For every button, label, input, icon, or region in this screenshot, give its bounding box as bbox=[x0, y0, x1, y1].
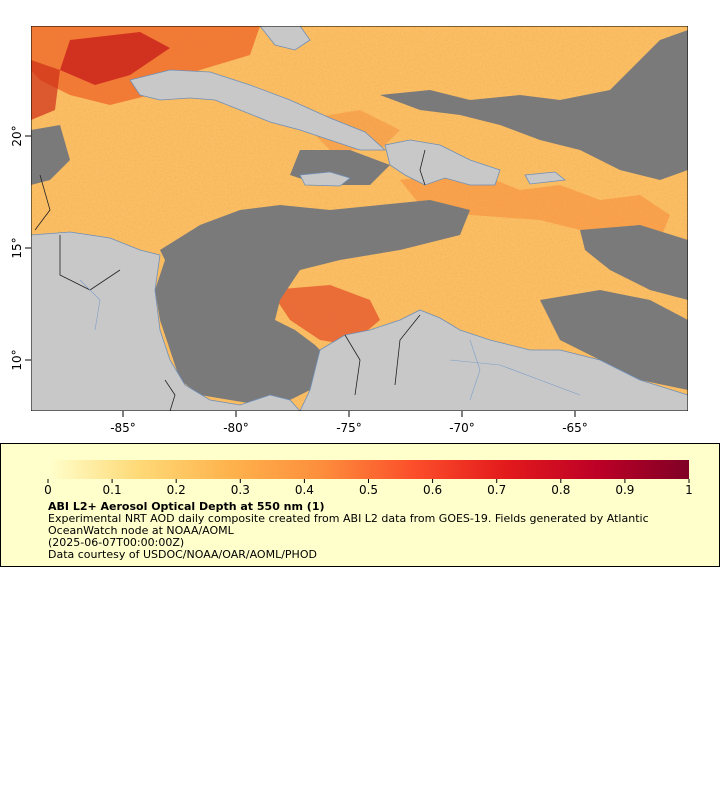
colorbar-gradient bbox=[48, 460, 689, 479]
legend-title: ABI L2+ Aerosol Optical Depth at 550 nm … bbox=[48, 500, 325, 513]
colorbar-tick-label: 0 bbox=[44, 483, 52, 497]
lat-tick-label-10: 10° bbox=[10, 349, 24, 370]
legend-description: Experimental NRT AOD daily composite cre… bbox=[48, 512, 649, 537]
lon-tick-label-70: -70° bbox=[449, 421, 475, 435]
lon-tick-label-65: -65° bbox=[562, 421, 588, 435]
puerto-rico-island bbox=[524, 171, 567, 185]
jamaica-island bbox=[299, 171, 351, 187]
lon-tick-label-85: -85° bbox=[110, 421, 136, 435]
colorbar-tick-label: 1 bbox=[685, 483, 693, 497]
hispaniola-island bbox=[384, 139, 501, 186]
lon-tick-label-80: -80° bbox=[223, 421, 249, 435]
lat-tick-label-20: 20° bbox=[10, 125, 24, 146]
map-area bbox=[31, 26, 688, 411]
lat-tick-label-15: 15° bbox=[10, 237, 24, 258]
colorbar-tick-label: 0.9 bbox=[615, 483, 634, 497]
legend-panel: 0 0.1 0.2 0.3 0.4 0.5 0.6 0.7 0.8 0.9 1 ABI L2+ Ae… bbox=[0, 443, 720, 567]
south-america bbox=[299, 309, 688, 411]
rivers bbox=[79, 279, 581, 401]
colorbar-tick-label: 0.2 bbox=[167, 483, 186, 497]
x-axis: -85° -80° -75° -70° -65° bbox=[110, 411, 588, 435]
legend-time: (2025-06-07T00:00:00Z) bbox=[48, 536, 185, 549]
land-masses bbox=[31, 26, 688, 411]
colorbar-ticks: 0 0.1 0.2 0.3 0.4 0.5 0.6 0.7 0.8 0.9 1 bbox=[44, 479, 693, 497]
colorbar-tick-label: 0.3 bbox=[231, 483, 250, 497]
lon-tick-label-75: -75° bbox=[336, 421, 362, 435]
legend-text: ABI L2+ Aerosol Optical Depth at 550 nm … bbox=[48, 501, 688, 561]
y-axis: 10° 15° 20° bbox=[10, 125, 31, 371]
colorbar-tick-label: 0.1 bbox=[103, 483, 122, 497]
colorbar-tick-label: 0.4 bbox=[295, 483, 314, 497]
country-borders bbox=[34, 149, 426, 411]
colorbar-tick-label: 0.8 bbox=[551, 483, 570, 497]
colorbar-tick-label: 0.6 bbox=[423, 483, 442, 497]
colorbar-tick-label: 0.5 bbox=[359, 483, 378, 497]
colorbar-tick-label: 0.7 bbox=[487, 483, 506, 497]
central-america bbox=[31, 231, 301, 411]
map-figure: 10° 15° 20° -85° -80° -75° -70° -65° bbox=[10, 26, 688, 435]
colorbar: 0 0.1 0.2 0.3 0.4 0.5 0.6 0.7 0.8 0.9 1 bbox=[44, 460, 693, 497]
legend-credit: Data courtesy of USDOC/NOAA/OAR/AOML/PHO… bbox=[48, 548, 317, 561]
cuba-island bbox=[129, 69, 387, 151]
florida bbox=[259, 26, 311, 51]
